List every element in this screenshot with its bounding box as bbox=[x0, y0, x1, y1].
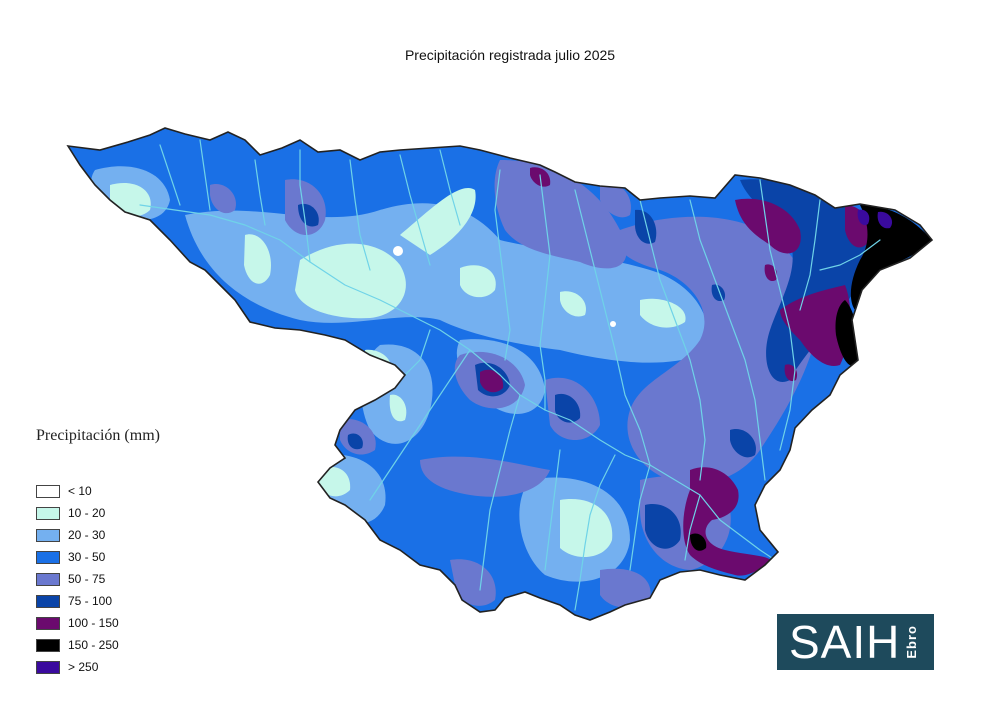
legend-swatch bbox=[36, 528, 60, 542]
legend-label: 20 - 30 bbox=[68, 528, 106, 542]
legend-label: 75 - 100 bbox=[68, 594, 113, 608]
map-title: Precipitación registrada julio 2025 bbox=[404, 47, 616, 63]
legend-label: 30 - 50 bbox=[68, 550, 106, 564]
legend-item: < 10 bbox=[36, 480, 119, 502]
legend-title: Precipitación (mm) bbox=[36, 427, 160, 444]
logo-text: SAIH bbox=[789, 616, 901, 668]
legend-swatch bbox=[36, 572, 60, 586]
legend-item: 100 - 150 bbox=[36, 612, 119, 634]
legend-swatch bbox=[36, 638, 60, 652]
legend-swatch bbox=[36, 616, 60, 630]
legend-swatch bbox=[36, 594, 60, 608]
legend-label: 100 - 150 bbox=[68, 616, 119, 630]
legend-label: > 250 bbox=[68, 660, 99, 674]
river-network bbox=[139, 139, 881, 611]
legend-label: < 10 bbox=[68, 484, 92, 498]
legend-item: 20 - 30 bbox=[36, 524, 119, 546]
legend-swatch bbox=[36, 660, 60, 674]
legend-item: 10 - 20 bbox=[36, 502, 119, 524]
legend-item: 50 - 75 bbox=[36, 568, 119, 590]
legend-item: 150 - 250 bbox=[36, 634, 119, 656]
legend-item: > 250 bbox=[36, 656, 119, 678]
legend-swatch bbox=[36, 506, 60, 520]
legend-label: 10 - 20 bbox=[68, 506, 106, 520]
legend-swatch bbox=[36, 550, 60, 564]
saih-ebro-logo: SAIH Ebro bbox=[777, 614, 934, 670]
legend-label: 50 - 75 bbox=[68, 572, 106, 586]
legend-label: 150 - 250 bbox=[68, 638, 119, 652]
logo-subtext: Ebro bbox=[904, 625, 920, 659]
legend-item: 75 - 100 bbox=[36, 590, 119, 612]
legend-item: 30 - 50 bbox=[36, 546, 119, 568]
legend-swatch bbox=[36, 484, 60, 498]
legend: < 10 10 - 20 20 - 30 30 - 50 50 - 75 75 … bbox=[36, 480, 119, 678]
